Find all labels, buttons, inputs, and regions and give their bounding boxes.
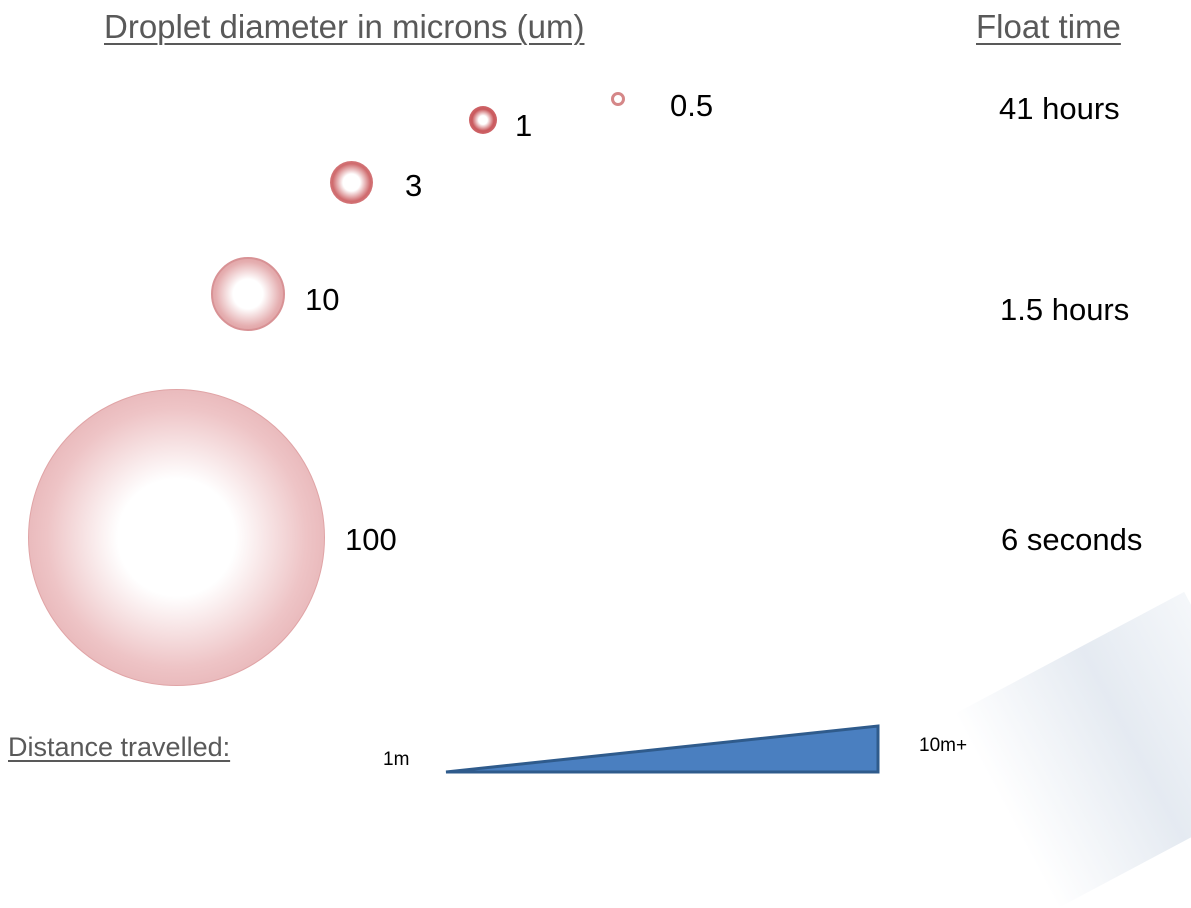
float-time-heading: Float time (976, 8, 1121, 45)
float-time-6-seconds: 6 seconds (1001, 522, 1143, 557)
droplet-label-1: 1 (515, 108, 533, 143)
distance-max-label: 10m+ (919, 735, 968, 756)
droplet-3um (330, 161, 373, 204)
droplet-0-5um (611, 92, 625, 106)
float-time-1-5-hours: 1.5 hours (1000, 292, 1130, 327)
distance-min-label: 1m (383, 749, 410, 770)
droplet-1um (469, 106, 497, 134)
droplet-label-0-5: 0.5 (670, 88, 714, 123)
distance-wedge-shape (445, 724, 880, 774)
droplet-label-10: 10 (305, 282, 340, 317)
droplet-10um (211, 257, 285, 331)
distance-heading: Distance travelled: (8, 732, 231, 762)
background-decoration (954, 591, 1191, 908)
droplet-label-100: 100 (345, 522, 397, 557)
float-time-41-hours: 41 hours (999, 91, 1120, 126)
droplet-label-3: 3 (405, 168, 423, 203)
droplet-100um (28, 389, 325, 686)
distance-wedge (445, 724, 880, 774)
diameter-heading: Droplet diameter in microns (um) (104, 8, 585, 45)
